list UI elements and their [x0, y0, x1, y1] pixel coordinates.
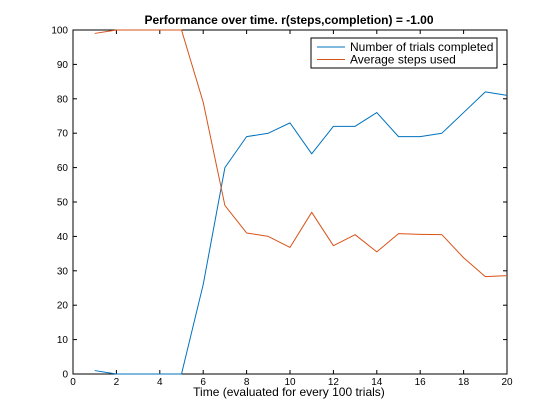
legend-label: Number of trials completed	[350, 40, 493, 54]
y-tick-label: 20	[57, 301, 69, 312]
y-tick-label: 70	[57, 129, 69, 140]
chart-title: Performance over time. r(steps,completio…	[144, 13, 433, 27]
x-tick-label: 18	[458, 377, 470, 388]
y-tick-label: 90	[57, 60, 69, 71]
tick-group: 0 2 4 6 8 10 12 14 16 18 20 0 10 20 30 40 50 60 70 80 90 100	[51, 26, 513, 389]
y-tick-label: 10	[57, 335, 69, 346]
x-tick-label: 6	[200, 377, 206, 388]
y-tick-label: 100	[51, 26, 68, 37]
plot-area	[94, 29, 508, 375]
y-tick-label: 30	[57, 266, 69, 277]
x-tick-label: 20	[501, 377, 513, 388]
y-tick-label: 60	[57, 163, 69, 174]
x-tick-label: 12	[328, 377, 340, 388]
x-tick-label: 16	[415, 377, 427, 388]
series-line-1	[94, 91, 508, 375]
x-tick-label: 10	[284, 377, 296, 388]
x-tick-label: 2	[114, 377, 120, 388]
y-tick-label: 0	[62, 370, 68, 381]
axes	[72, 29, 508, 375]
x-tick-label: 0	[70, 377, 76, 388]
y-tick-label: 50	[57, 198, 69, 209]
legend-box	[310, 37, 498, 69]
x-tick-label: 14	[371, 377, 383, 388]
legend-label: Average steps used	[350, 53, 456, 67]
axes-box	[72, 29, 508, 375]
x-axis-label: Time (evaluated for every 100 trials)	[193, 385, 385, 399]
series-line-2	[94, 29, 508, 278]
x-tick-label: 4	[157, 377, 163, 388]
y-tick-label: 80	[57, 94, 69, 105]
y-tick-label: 40	[57, 232, 69, 243]
x-tick-label: 8	[244, 377, 250, 388]
